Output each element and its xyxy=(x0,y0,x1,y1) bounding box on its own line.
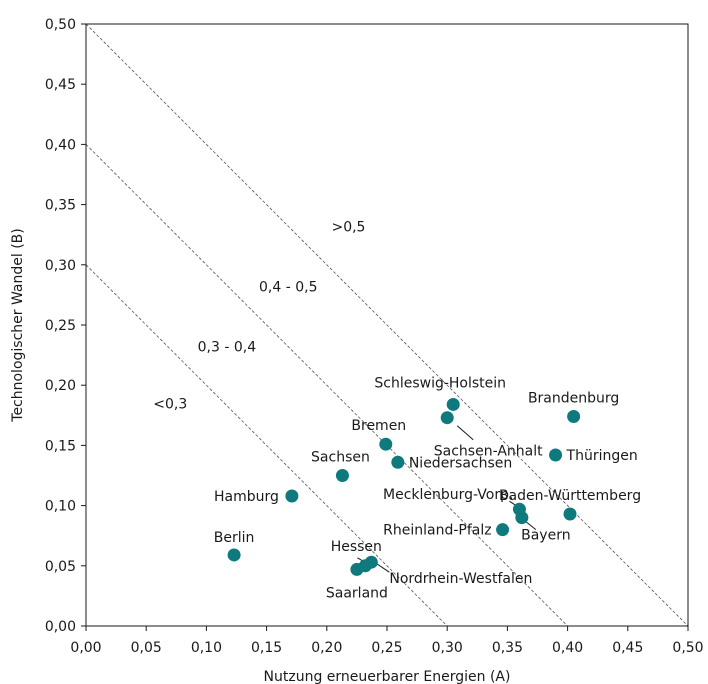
y-tick-label: 0,05 xyxy=(45,559,76,575)
x-tick-label: 0,15 xyxy=(251,640,282,656)
x-tick-label: 0,30 xyxy=(432,640,463,656)
zone-label-2: 0,4 - 0,5 xyxy=(259,279,317,295)
zone-label-1: 0,3 - 0,4 xyxy=(198,340,257,356)
iso-line-2 xyxy=(85,23,689,627)
leader-bayern xyxy=(525,521,537,531)
zone-label-0: <0,3 xyxy=(153,396,187,412)
y-tick-label: 0,15 xyxy=(45,438,76,454)
x-tick-label: 0,50 xyxy=(672,640,703,656)
data-points xyxy=(227,397,581,576)
point-saarland xyxy=(350,562,364,576)
x-tick-label: 0,45 xyxy=(612,640,643,656)
x-tick-label: 0,00 xyxy=(70,640,101,656)
label-baden-wuerttemberg: Baden-Württemberg xyxy=(499,488,641,504)
x-tick-label: 0,10 xyxy=(191,640,222,656)
zone-labels: <0,3 0,3 - 0,4 0,4 - 0,5 >0,5 xyxy=(153,219,365,412)
y-axis: 0,00 0,05 0,10 0,15 0,20 0,25 0,30 0,35 0,40 0,45… xyxy=(45,17,86,635)
y-tick-label: 0,00 xyxy=(45,619,76,635)
x-tick-label: 0,40 xyxy=(552,640,583,656)
point-sachsen xyxy=(335,469,349,482)
x-tick-label: 0,20 xyxy=(311,640,342,656)
y-tick-label: 0,35 xyxy=(45,198,76,214)
point-rheinland-pfalz xyxy=(496,523,510,537)
y-tick-label: 0,45 xyxy=(45,77,76,93)
point-bremen xyxy=(379,437,393,451)
label-saarland: Saarland xyxy=(326,585,388,601)
label-nordrhein-westfalen: Nordrhein-Westfalen xyxy=(389,571,532,587)
y-tick-label: 0,30 xyxy=(45,258,76,274)
label-rheinland-pfalz: Rheinland-Pfalz xyxy=(383,523,491,539)
x-axis-title: Nutzung erneuerbarer Energien (A) xyxy=(264,669,511,684)
y-tick-label: 0,25 xyxy=(45,318,76,334)
point-labels: BerlinHamburgSachsenBremenNiedersachsenS… xyxy=(214,375,641,601)
point-baden-wuerttemberg xyxy=(563,507,577,521)
point-hamburg xyxy=(285,489,299,503)
iso-line-0 xyxy=(85,264,448,627)
x-tick-label: 0,25 xyxy=(371,640,402,656)
y-tick-label: 0,50 xyxy=(45,17,76,33)
point-berlin xyxy=(227,548,241,562)
iso-line-1 xyxy=(85,144,568,627)
label-hamburg: Hamburg xyxy=(214,489,279,505)
point-niedersachsen xyxy=(391,455,405,469)
point-sachsen-anhalt xyxy=(440,411,454,425)
point-bayern xyxy=(515,511,529,525)
label-bayern: Bayern xyxy=(521,528,570,544)
iso-lines xyxy=(85,23,689,627)
point-thueringen xyxy=(549,448,563,462)
leader-nordrhein-westfalen xyxy=(377,563,390,573)
label-schleswig-holstein: Schleswig-Holstein xyxy=(374,375,506,391)
point-schleswig-holstein xyxy=(446,397,460,411)
x-tick-label: 0,05 xyxy=(131,640,162,656)
label-mecklenburg-vorp: Mecklenburg-Vorp. xyxy=(383,487,513,503)
label-berlin: Berlin xyxy=(214,530,255,546)
label-thueringen: Thüringen xyxy=(566,448,638,464)
label-hessen: Hessen xyxy=(331,539,382,555)
label-sachsen: Sachsen xyxy=(311,450,370,466)
label-bremen: Bremen xyxy=(351,418,406,434)
label-brandenburg: Brandenburg xyxy=(528,391,619,407)
y-tick-label: 0,10 xyxy=(45,499,76,515)
zone-label-3: >0,5 xyxy=(331,219,365,235)
point-nordrhein-westfalen xyxy=(364,555,378,569)
point-brandenburg xyxy=(567,410,581,424)
x-axis: 0,00 0,05 0,10 0,15 0,20 0,25 0,30 0,35 0,40 0,45… xyxy=(70,626,704,656)
leader-sachsen-anhalt xyxy=(456,425,474,441)
label-sachsen-anhalt: Sachsen-Anhalt xyxy=(434,444,543,460)
label-niedersachsen: Niedersachsen xyxy=(409,455,512,471)
leader-mecklenburg-vorp xyxy=(509,500,516,506)
x-tick-label: 0,35 xyxy=(492,640,523,656)
y-tick-label: 0,40 xyxy=(45,137,76,153)
y-axis-title: Technologischer Wandel (B) xyxy=(10,228,26,422)
y-tick-label: 0,20 xyxy=(45,378,76,394)
